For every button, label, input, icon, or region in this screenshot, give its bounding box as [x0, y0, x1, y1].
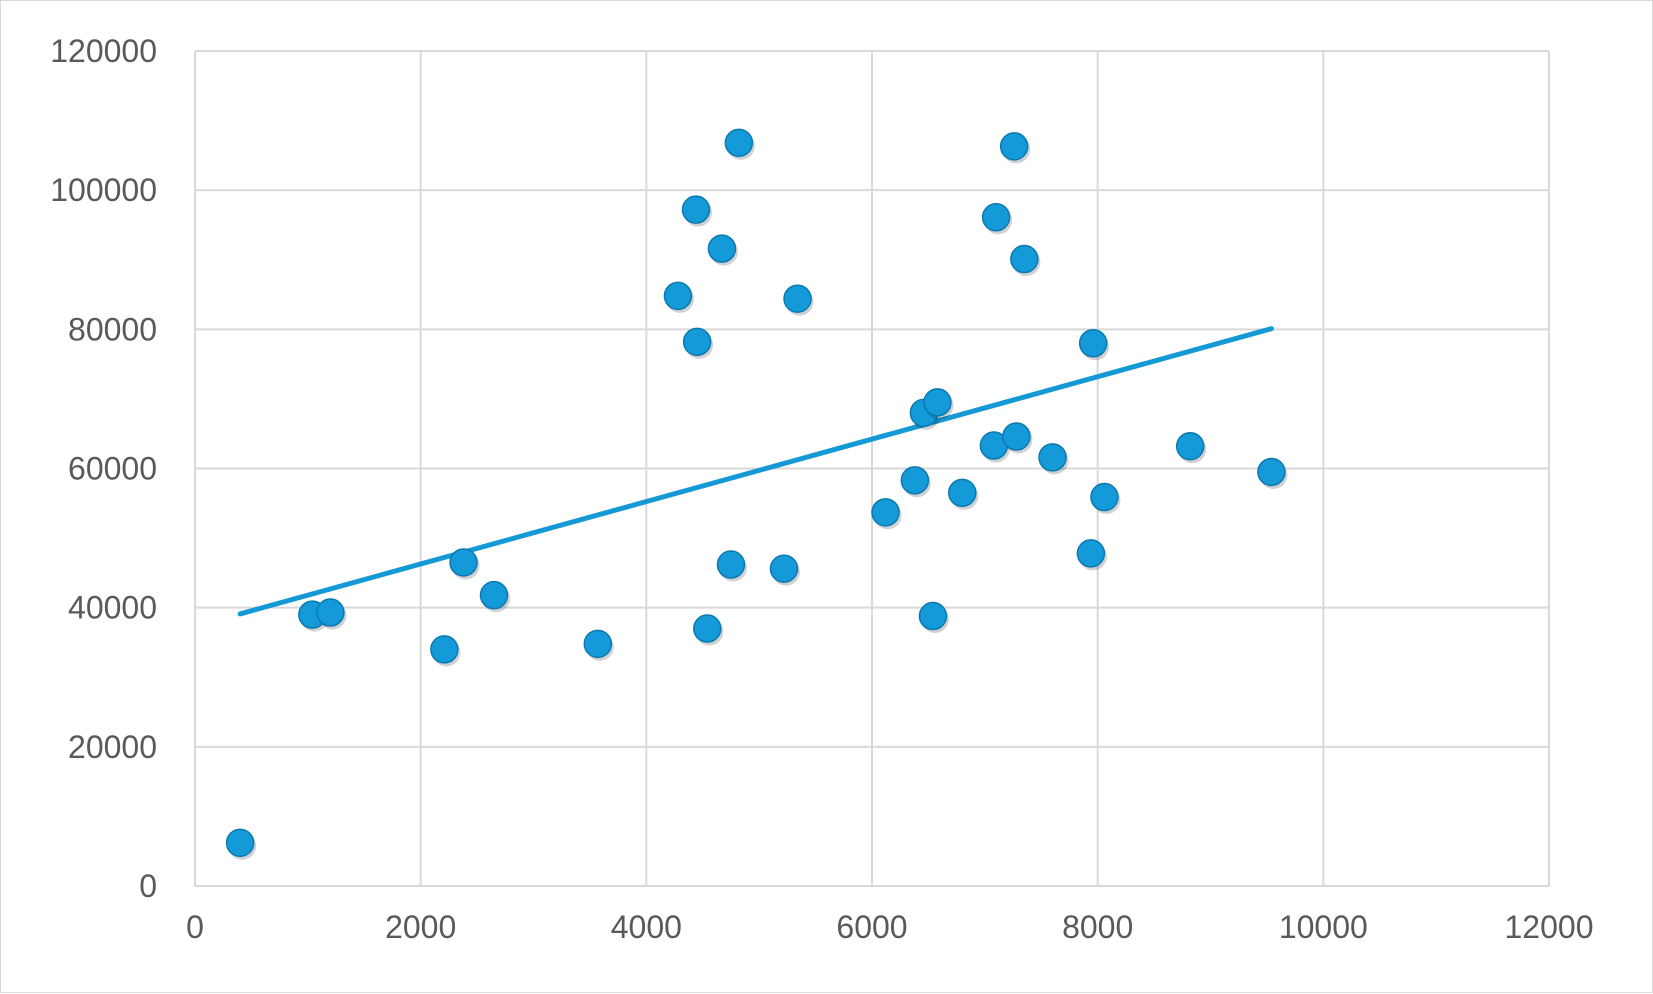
x-axis-tick-labels: 0 2000 4000 6000 8000 10000 12000	[186, 909, 1593, 945]
x-tick-label: 10000	[1279, 909, 1368, 945]
data-point	[871, 498, 900, 527]
data-point	[316, 598, 345, 627]
data-point	[923, 388, 952, 417]
x-tick-label: 12000	[1505, 909, 1594, 945]
data-point	[682, 327, 712, 357]
y-tick-label: 40000	[68, 590, 157, 626]
data-point	[1175, 431, 1205, 461]
x-tick-label: 2000	[385, 909, 456, 945]
data-point	[783, 284, 812, 313]
data-point	[900, 466, 930, 495]
data-point	[999, 132, 1029, 161]
data-point	[1078, 329, 1108, 358]
data-point	[693, 614, 722, 643]
data-point	[769, 554, 799, 583]
data-point	[724, 128, 754, 158]
y-tick-label: 60000	[68, 451, 157, 487]
y-tick-label: 120000	[50, 33, 157, 69]
data-point	[1090, 482, 1119, 512]
data-point	[479, 580, 509, 610]
trendline	[237, 326, 1274, 617]
data-point	[918, 601, 948, 631]
data-point	[948, 478, 977, 508]
data-point	[1010, 244, 1039, 274]
x-tick-label: 8000	[1062, 909, 1133, 945]
data-point	[981, 203, 1011, 232]
data-point	[716, 550, 746, 579]
data-point	[681, 195, 711, 224]
gridlines	[194, 50, 1550, 887]
data-points	[225, 128, 1288, 860]
x-tick-label: 4000	[611, 909, 682, 945]
data-point	[1257, 457, 1286, 487]
data-point	[1002, 422, 1031, 451]
y-tick-label: 100000	[50, 172, 157, 208]
y-tick-label: 0	[139, 868, 157, 904]
y-tick-label: 80000	[68, 311, 157, 347]
data-point	[583, 629, 613, 659]
data-point	[1038, 443, 1067, 472]
data-point	[430, 635, 459, 664]
data-point	[663, 281, 693, 311]
data-point	[707, 234, 737, 263]
x-tick-label: 0	[186, 909, 204, 945]
y-axis-tick-labels: 0 20000 40000 60000 80000 100000 120000	[50, 33, 157, 904]
x-tick-label: 6000	[836, 909, 907, 945]
data-point	[449, 548, 478, 577]
data-point	[225, 828, 255, 858]
trendline-layer	[237, 326, 1274, 617]
y-tick-label: 20000	[68, 729, 157, 765]
data-point	[1076, 539, 1106, 568]
